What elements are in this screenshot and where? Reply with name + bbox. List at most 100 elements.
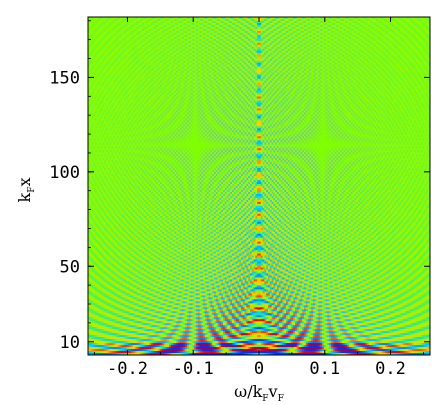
heatmap-cell — [221, 48, 224, 52]
heatmap-cell — [314, 24, 317, 28]
heatmap-cell — [262, 24, 265, 28]
heatmap-cell — [343, 24, 346, 28]
heatmap-cell — [332, 22, 335, 26]
heatmap-cell — [426, 74, 429, 77]
heatmap-cell — [232, 17, 235, 20]
heatmap-cell — [120, 26, 123, 30]
heatmap-cell — [133, 40, 136, 44]
heatmap-cell — [309, 38, 312, 42]
heatmap-cell — [341, 20, 344, 24]
heatmap-cell — [125, 62, 128, 66]
heatmap-cell — [336, 30, 339, 34]
heatmap-cell — [178, 20, 181, 24]
heatmap-cell — [305, 28, 308, 32]
heatmap-cell — [106, 30, 109, 34]
heatmap-cell — [215, 42, 218, 46]
heatmap-cell — [334, 38, 337, 42]
heatmap-cell — [205, 30, 208, 34]
heatmap-cell — [104, 30, 107, 34]
heatmap-cell — [224, 42, 227, 46]
heatmap-cell — [187, 34, 190, 38]
heatmap-cell — [413, 22, 416, 26]
heatmap-cell — [410, 32, 413, 36]
heatmap-cell — [93, 22, 96, 26]
heatmap-cell — [134, 44, 137, 48]
heatmap-cell — [318, 40, 321, 44]
heatmap-cell — [302, 38, 305, 42]
heatmap-cell — [262, 40, 265, 44]
heatmap-cell — [179, 40, 182, 44]
heatmap-cell — [145, 60, 148, 64]
heatmap-cell — [205, 24, 208, 28]
heatmap-cell — [422, 52, 425, 56]
heatmap-cell — [206, 28, 209, 32]
heatmap-cell — [196, 44, 199, 48]
heatmap-cell — [95, 36, 98, 40]
heatmap-cells — [88, 17, 430, 355]
heatmap-cell — [244, 34, 247, 38]
heatmap-cell — [394, 24, 397, 28]
heatmap-cell — [296, 38, 299, 42]
heatmap-cell — [190, 17, 193, 20]
heatmap-cell — [167, 17, 170, 20]
heatmap-cell — [273, 60, 276, 64]
heatmap-cell — [318, 38, 321, 42]
heatmap-cell — [300, 28, 303, 32]
heatmap-cell — [134, 38, 137, 42]
heatmap-cell — [161, 28, 164, 32]
heatmap-cell — [107, 28, 110, 32]
heatmap-cell — [370, 36, 373, 40]
heatmap-cell — [230, 50, 233, 54]
heatmap-cell — [376, 74, 379, 77]
heatmap-cell — [325, 74, 328, 77]
heatmap-cell — [190, 32, 193, 36]
heatmap-cell — [241, 44, 244, 48]
heatmap-cell — [413, 56, 416, 60]
heatmap-cell — [286, 28, 289, 32]
heatmap-cell — [215, 26, 218, 30]
heatmap-cell — [241, 38, 244, 42]
heatmap-cell — [406, 30, 409, 34]
heatmap-cell — [214, 32, 217, 36]
heatmap-cell — [408, 34, 411, 38]
heatmap-cell — [151, 28, 154, 32]
heatmap-cell — [392, 74, 395, 77]
heatmap-cell — [116, 72, 119, 76]
heatmap-cell — [349, 22, 352, 26]
heatmap-cell — [428, 24, 430, 28]
heatmap-cell — [143, 48, 146, 52]
heatmap-cell — [293, 18, 296, 22]
heatmap-cell — [259, 30, 262, 34]
heatmap-cell — [224, 18, 227, 22]
heatmap-cell — [334, 34, 337, 38]
heatmap-cell — [257, 18, 260, 22]
heatmap-cell — [386, 26, 389, 30]
heatmap-cell — [260, 32, 263, 36]
heatmap-cell — [131, 30, 134, 34]
heatmap-cell — [138, 72, 141, 76]
heatmap-cell — [199, 20, 202, 24]
heatmap-cell — [237, 20, 240, 24]
heatmap-cell — [143, 64, 146, 68]
heatmap-cell — [332, 20, 335, 24]
heatmap-cell — [185, 26, 188, 30]
heatmap-cell — [325, 18, 328, 22]
heatmap-cell — [97, 62, 100, 66]
heatmap-cell — [304, 18, 307, 22]
heatmap-cell — [95, 24, 98, 28]
heatmap-cell — [404, 52, 407, 56]
heatmap-cell — [201, 28, 204, 32]
heatmap-cell — [208, 32, 211, 36]
heatmap-cell — [349, 36, 352, 40]
heatmap-cell — [327, 44, 330, 48]
heatmap-cell — [343, 40, 346, 44]
heatmap-cell — [341, 40, 344, 44]
heatmap-cell — [161, 38, 164, 42]
heatmap-cell — [192, 40, 195, 44]
heatmap-cell — [415, 38, 418, 42]
heatmap-cell — [413, 24, 416, 28]
heatmap-cell — [188, 24, 191, 28]
heatmap-cell — [246, 28, 249, 32]
heatmap-cell — [316, 34, 319, 38]
heatmap-cell — [116, 46, 119, 50]
